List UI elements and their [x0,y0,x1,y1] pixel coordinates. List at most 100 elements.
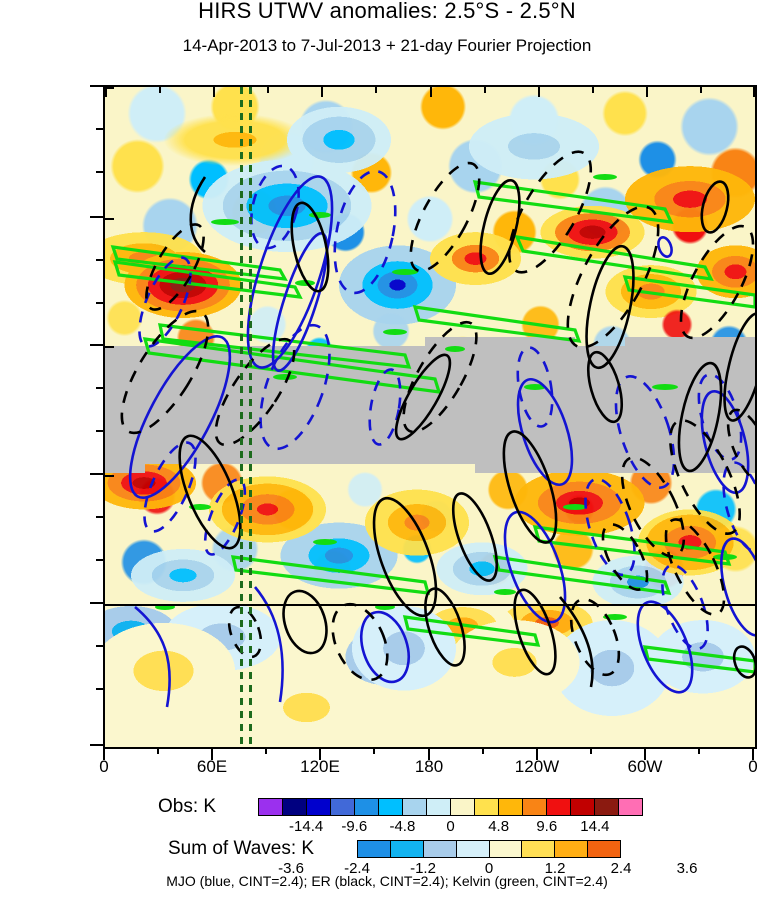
y-tick-major [90,216,103,218]
waves-colorbar[interactable] [357,840,621,858]
colorbar-swatch [283,799,307,815]
y-tick-major [90,744,103,746]
x-tick-inner [321,87,323,97]
er-contours-dashed [120,150,755,682]
x-tick-inner-minor [159,87,161,93]
colorbar-swatch [403,799,427,815]
colorbar-swatch [595,799,619,815]
colorbar-swatch [489,841,523,857]
x-axis-label-60e: 60E [196,757,228,776]
x-tick-major [319,747,321,760]
y-tick-inner [105,218,114,220]
colorbar-swatch [358,841,391,857]
y-tick-inner [105,604,114,606]
y-tick-major [90,85,103,87]
anomaly-field [105,87,755,747]
colorbar-swatch [427,799,451,815]
colorbar-swatch [523,799,547,815]
colorbar-swatch [331,799,355,815]
x-tick-major [752,747,754,760]
y-tick-minor [96,259,103,261]
x-tick-inner [430,87,432,97]
obs-colorbar-title: Obs: K [158,796,217,817]
y-tick-minor [96,171,103,173]
colorbar-tick-label: 0 [446,818,455,835]
colorbar-swatch [355,799,379,815]
x-tick-inner [646,87,648,97]
reference-line-1 [240,87,243,747]
colorbar-swatch [499,799,523,815]
colorbar-swatch [547,799,571,815]
x-tick-major [103,747,105,760]
colorbar-swatch [307,799,331,815]
colorbar-tick-label: -4.8 [389,818,416,835]
x-tick-inner-minor [700,87,702,93]
x-tick-inner [105,87,107,97]
y-tick-minor [96,387,103,389]
y-tick-minor [96,516,103,518]
obs-colorbar[interactable] [258,798,643,816]
colorbar-swatch [390,841,424,857]
forecast-boundary-line [105,604,755,606]
y-tick-major [90,602,103,604]
colorbar-tick-label: 3.6 [676,860,698,877]
y-tick-minor [96,645,103,647]
contour-overlay [110,150,755,708]
colorbar-swatch [555,841,589,857]
x-axis-label-180: 180 [414,757,444,776]
x-tick-major [211,747,213,760]
x-tick-inner-minor [592,87,594,93]
y-tick-minor [96,128,103,130]
x-tick-inner [213,87,215,97]
y-tick-inner [105,87,114,89]
x-tick-major [536,747,538,760]
colorbar-tick-label: -9.6 [341,818,368,835]
colorbar-swatch [588,841,620,857]
colorbar-swatch [619,799,642,815]
x-tick-minor [265,747,267,754]
colorbar-swatch [379,799,403,815]
obs-colorbar-row: Obs: K [0,796,774,818]
colorbar-tick-label: 9.6 [536,818,558,835]
x-tick-inner-minor [267,87,269,93]
y-tick-inner [105,475,114,477]
colorbar-tick-label: -3.6 [278,860,304,877]
figure-caption: MJO (blue, CINT=2.4); ER (black, CINT=2.… [166,873,608,889]
x-tick-inner-minor [375,87,377,93]
colorbar-swatch [475,799,499,815]
x-axis-label-0-right: 0 [748,757,758,776]
x-axis-label-0-left: 0 [99,757,109,776]
page-subtitle: 14-Apr-2013 to 7-Jul-2013 + 21-day Fouri… [182,36,592,55]
colorbar-swatch [423,841,457,857]
x-tick-inner [753,87,755,97]
y-tick-minor [96,302,103,304]
x-tick-major [644,747,646,760]
missing-data-notch-a [425,337,575,347]
waves-colorbar-title: Sum of Waves: K [168,838,315,859]
colorbar-tick-label: 4.8 [488,818,510,835]
colorbar-swatch [456,841,490,857]
y-tick-minor [96,559,103,561]
colorbar-swatch [259,799,283,815]
x-tick-minor [157,747,159,754]
missing-data-notch-c [475,464,755,473]
colorbar-tick-label: 0 [484,860,494,877]
colorbar-tick-label: 2.4 [610,860,632,877]
x-tick-major [428,747,430,760]
colorbar-swatch [451,799,475,815]
colorbar-swatch [522,841,556,857]
x-tick-minor [482,747,484,754]
colorbar-tick-label: -1.2 [410,860,436,877]
missing-data-notch-d [105,464,145,473]
x-tick-inner [538,87,540,97]
y-tick-major [90,344,103,346]
y-tick-inner [105,346,114,348]
reference-line-2 [249,87,252,747]
x-tick-minor [590,747,592,754]
x-axis-label-120w: 120W [514,757,560,776]
page-title: HIRS UTWV anomalies: 2.5°S - 2.5°N [198,0,576,23]
colorbar-tick-label: 14.4 [580,818,610,835]
mjo-contours [128,175,755,708]
x-tick-minor [373,747,375,754]
hovmoller-plot[interactable] [103,85,757,749]
